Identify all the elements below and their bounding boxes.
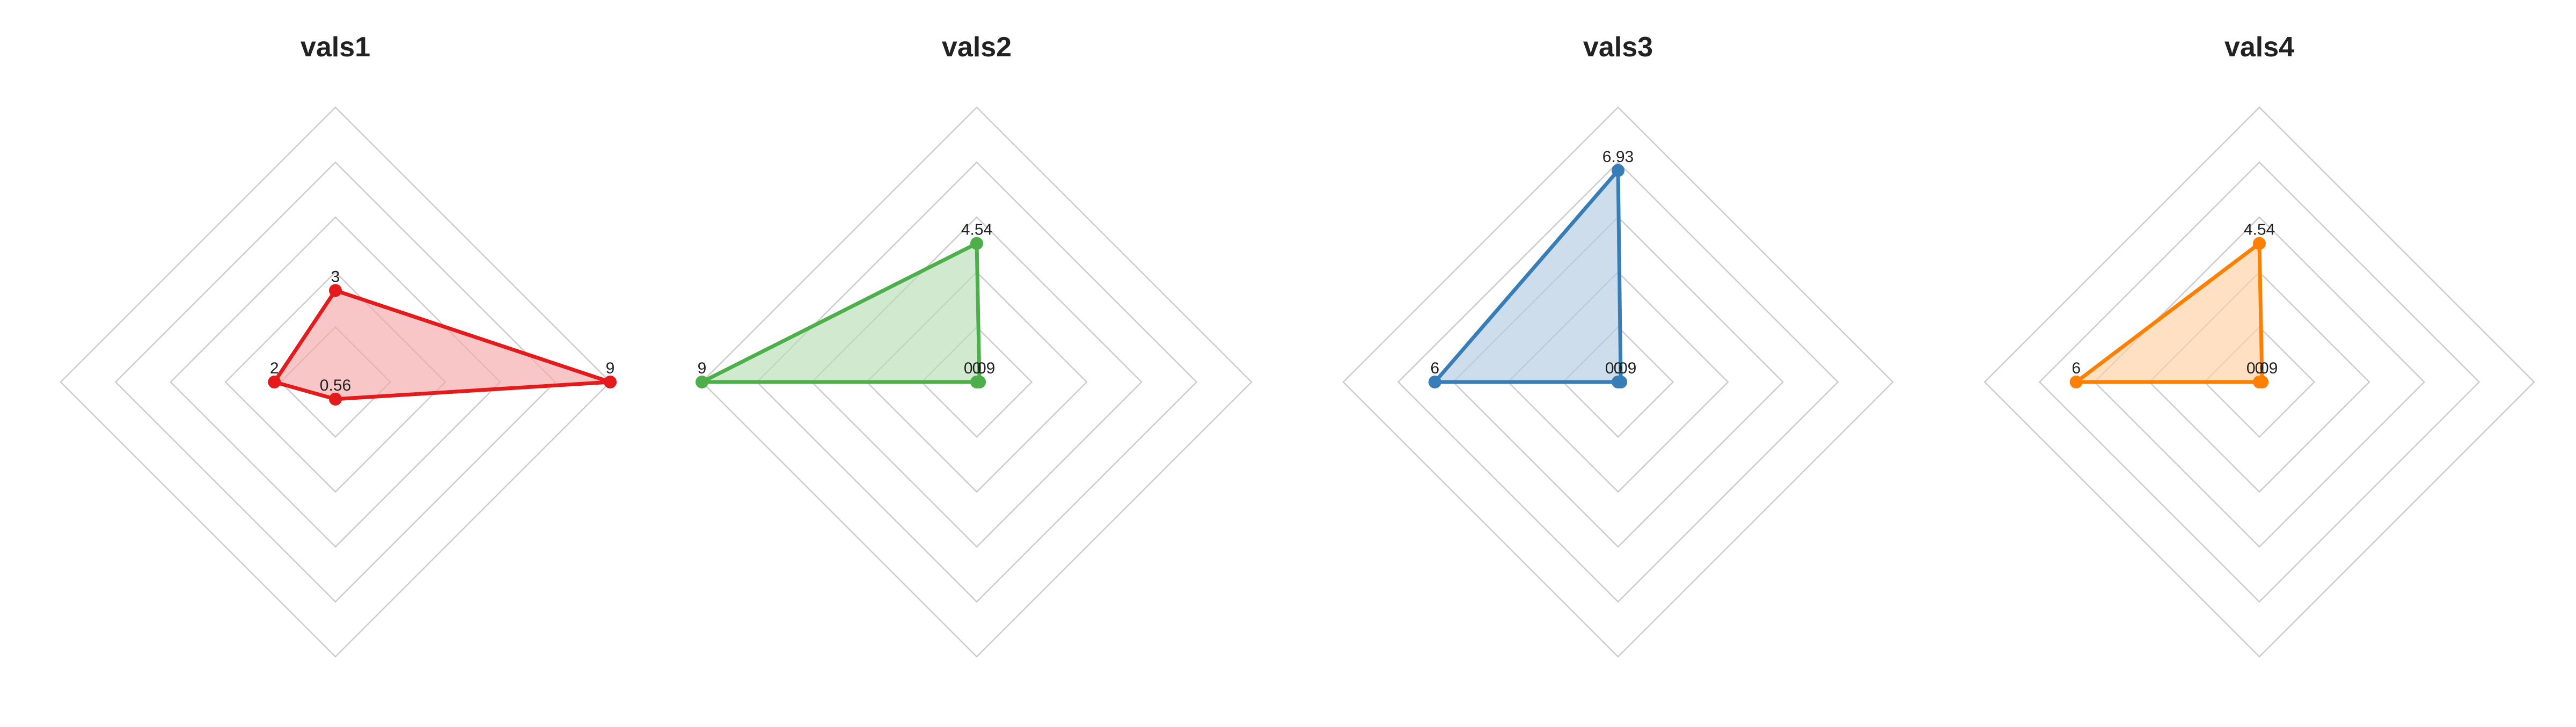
series-area bbox=[1433, 168, 1623, 384]
panel-title: vals2 bbox=[942, 32, 1012, 63]
data-label: 0.09 bbox=[964, 359, 995, 377]
data-label: 6 bbox=[2072, 359, 2081, 377]
grid-ring-4 bbox=[756, 161, 1198, 603]
data-label: 0.09 bbox=[2246, 359, 2278, 377]
grid-ring-4 bbox=[1397, 161, 1839, 603]
panel-title: vals4 bbox=[2224, 32, 2294, 63]
data-label: 4.54 bbox=[2244, 221, 2275, 239]
grid-ring-5 bbox=[701, 106, 1253, 658]
grid-ring-5 bbox=[1984, 106, 2535, 658]
data-label: 2 bbox=[270, 359, 279, 377]
radar-panel-4: vals4 4.54 0.090 6 bbox=[1984, 32, 2535, 658]
data-label: 0 bbox=[972, 359, 982, 377]
data-label: 9 bbox=[698, 359, 707, 377]
data-point bbox=[2253, 237, 2266, 250]
data-point bbox=[970, 237, 983, 250]
series-area bbox=[2074, 241, 2264, 384]
data-point bbox=[970, 376, 983, 388]
data-label: 4.54 bbox=[961, 221, 992, 239]
data-point bbox=[1612, 376, 1624, 388]
data-label: 0 bbox=[2255, 359, 2264, 377]
radar-panel-1: vals1 3 9 0.56 2 bbox=[60, 32, 617, 658]
data-point bbox=[1428, 376, 1441, 388]
data-label: 0.09 bbox=[1605, 359, 1636, 377]
data-point bbox=[2069, 376, 2083, 388]
radar-panel-2: vals2 4.54 0.090 9 bbox=[696, 32, 1253, 658]
data-point bbox=[329, 392, 342, 406]
data-point bbox=[604, 376, 617, 388]
data-label: 3 bbox=[331, 268, 340, 285]
data-label: 0.56 bbox=[320, 377, 351, 394]
data-point bbox=[329, 284, 342, 297]
grid-ring-5 bbox=[1342, 106, 1894, 658]
grid-ring-4 bbox=[2038, 161, 2480, 603]
grid-ring-5 bbox=[60, 106, 611, 658]
data-label: 6 bbox=[1430, 359, 1439, 377]
data-point bbox=[268, 376, 281, 388]
series-area bbox=[700, 241, 982, 384]
panel-title: vals3 bbox=[1583, 32, 1653, 63]
data-label: 9 bbox=[606, 359, 615, 377]
data-point bbox=[2253, 376, 2266, 388]
data-point bbox=[1612, 164, 1624, 177]
data-label: 0 bbox=[1614, 359, 1623, 377]
data-point bbox=[696, 376, 708, 388]
grid-ring-4 bbox=[114, 161, 557, 603]
data-label: 6.93 bbox=[1602, 148, 1634, 166]
panel-title: vals1 bbox=[301, 32, 370, 63]
radar-panel-3: vals3 6.93 0.090 6 bbox=[1342, 32, 1894, 658]
